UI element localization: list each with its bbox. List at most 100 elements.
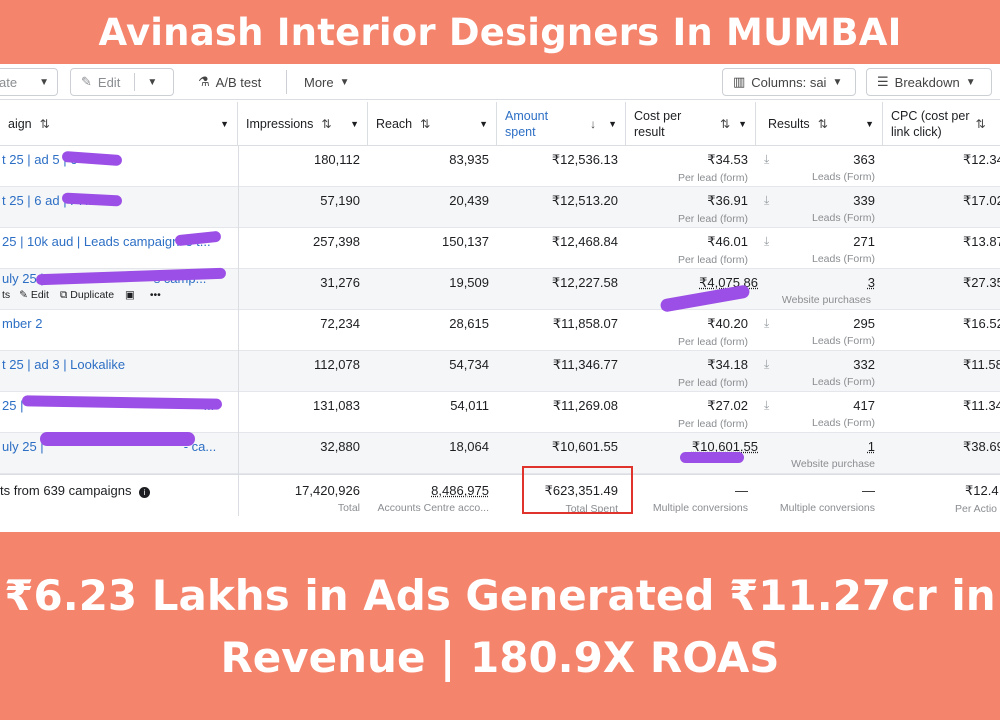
download-icon[interactable]: ⤓ [764,357,770,371]
header-amount-spent-label: Amount spent [505,108,548,140]
cost-sub: Per lead (form) [677,418,748,430]
header-amount-spent[interactable]: Amount spent ↓ ▼ [497,102,626,146]
chevron-down-icon[interactable]: ▼ [39,76,49,88]
chevron-down-icon: ▼ [339,76,350,88]
columns-button[interactable]: ▥ Columns: sai ▼ [722,68,856,96]
campaign-name[interactable]: t 25 | ad 5 | 6 [2,152,78,167]
table-row[interactable]: t 25 | 6 ad | PHP 57,190 20,439 ₹12,513.… [0,187,1000,228]
row-duplicate-link[interactable]: Duplicate [70,289,115,301]
breakdown-button[interactable]: ☰ Breakdown ▼ [866,68,992,96]
ab-test-button[interactable]: ⚗ A/B test [188,68,280,96]
spent-value: ₹11,858.07 [552,316,618,331]
results-sub: Leads (Form) [811,171,875,183]
row-more-button[interactable]: ••• [149,289,161,301]
reach-value: 28,615 [449,316,489,331]
divider [134,73,136,91]
cpc-value: ₹11.34 [963,398,1000,413]
header-impressions[interactable]: Impressions ⇅ ▼ [238,102,368,146]
results: 271 Leads (Form) [756,228,883,269]
info-icon[interactable]: i [139,487,151,498]
cost-per-result: ₹34.18 Per lead (form) [626,351,756,392]
cost-per-result: ₹36.91 Per lead (form) [626,187,756,228]
campaign-name[interactable]: t 25 | 6 ad | PHP [2,193,97,208]
spent-value: ₹12,227.58 [551,275,618,290]
cost-value: ₹10,601.55 [691,439,758,454]
header-reach-label: Reach [376,116,413,131]
duplicate-icon[interactable]: ⧉ [59,289,68,301]
edit-button[interactable]: ✎ Edit ▼ [70,68,174,96]
campaign-name[interactable]: t 25 | ad 3 | Lookalike [2,357,126,372]
download-icon[interactable]: ⤓ [764,398,770,412]
total-reach-value: 8,486,975 [431,483,489,498]
table-row[interactable]: 25 |... 131,083 54,011 ₹11,269.08 ₹27.02… [0,392,1000,433]
impressions-value: 131,083 [313,398,360,413]
bottom-banner: ₹6.23 Lakhs in Ads Generated ₹11.27cr in… [0,534,1000,720]
table-row[interactable]: mber 2 72,234 28,615 ₹11,858.07 ₹40.20 Pe… [0,310,1000,351]
total-results: — Multiple conversions [756,475,883,516]
results-value: 339 [853,193,875,208]
header-campaign[interactable]: aign ⇅ ▼ [0,102,238,146]
pencil-icon[interactable]: ✎ [19,289,28,301]
campaign-name-text: 25 | 10k aud | Leads campaign [2,234,180,249]
reach-value: 20,439 [449,193,489,208]
cost-value: ₹46.01 [707,234,748,249]
chevron-down-icon[interactable]: ▼ [220,118,229,129]
spent-value: ₹10,601.55 [551,439,618,454]
chevron-down-icon[interactable]: ▼ [738,118,747,129]
results-sub: Leads (Form) [811,253,875,265]
chevron-down-icon[interactable]: ▼ [350,118,359,129]
sort-descending-icon[interactable]: ↓ [590,116,597,131]
reach-value: 150,137 [442,234,489,249]
chevron-down-icon[interactable]: ▼ [865,118,874,129]
table-row[interactable]: t 25 | ad 3 | Lookalike 112,078 54,734 ₹… [0,351,1000,392]
sort-icon[interactable]: ⇅ [420,116,431,131]
chevron-down-icon[interactable]: ▼ [479,118,488,129]
spent-value: ₹12,513.20 [551,193,618,208]
total-cost: — Multiple conversions [626,475,756,516]
cpc-value: ₹17.02 [963,193,1000,208]
chevron-down-icon: ▼ [832,76,843,88]
chevron-down-icon[interactable]: ▼ [147,76,158,88]
cpc-value: ₹16.52 [963,316,1000,331]
header-cpc[interactable]: CPC (cost per link click) ⇅ [883,102,1000,146]
row-edit-link[interactable]: Edit [30,289,49,301]
ads-manager-screenshot: ate ▼ ✎ Edit ▼ ⚗ A/B test More ▼ ▥ Colum… [0,64,1000,532]
total-cost-value: — [735,483,748,498]
table-row[interactable]: t 25 | ad 5 | 6 180,112 83,935 ₹12,536.1… [0,146,1000,187]
sort-icon[interactable]: ⇅ [321,116,332,131]
results: 339 Leads (Form) [756,187,883,228]
cost-value: ₹40.20 [707,316,748,331]
cpc-value: ₹13.87 [963,234,1000,249]
create-button[interactable]: ate ▼ [0,68,58,96]
header-reach[interactable]: Reach ⇅ ▼ [368,102,497,146]
header-amount-line2: spent [505,124,536,139]
sort-icon[interactable]: ⇅ [975,116,986,131]
cost-per-result: ₹27.02 Per lead (form) [626,392,756,433]
cost-sub: Per lead (form) [677,172,748,184]
campaign-name[interactable]: mber 2 [2,316,43,331]
header-cost-per-result[interactable]: Cost per result ⇅ ▼ [626,102,756,146]
total-impressions: 17,420,926 Total [238,475,368,516]
sort-icon[interactable]: ⇅ [39,116,50,131]
cpc-value: ₹11.58 [963,357,1000,372]
download-icon[interactable]: ⤓ [764,316,770,330]
download-icon[interactable]: ⤓ [764,193,770,207]
chevron-down-icon[interactable]: ▼ [608,118,617,129]
header-results[interactable]: Results ⇅ ▼ [756,102,883,146]
columns-label: Columns: sai [751,74,827,90]
results-sub: Leads (Form) [811,335,875,347]
impressions-value: 180,112 [313,152,360,167]
sort-icon[interactable]: ⇅ [720,116,731,131]
more-button[interactable]: More ▼ [294,68,364,96]
sort-icon[interactable]: ⇅ [817,116,828,131]
download-icon[interactable]: ⤓ [764,152,770,166]
cost-per-result: ₹46.01 Per lead (form) [626,228,756,269]
total-results-value: — [862,483,875,498]
results: 1 Website purchase [756,433,883,474]
download-icon[interactable]: ⤓ [764,234,770,248]
results-sub: Leads (Form) [811,212,875,224]
header-amount-line1: Amount [505,108,549,123]
chart-icon[interactable]: ▣ [124,289,135,301]
campaign-name-text: uly 25 | [2,439,44,454]
table-row[interactable]: 25 | 10k aud | Leads campaigne t... 257,… [0,228,1000,269]
